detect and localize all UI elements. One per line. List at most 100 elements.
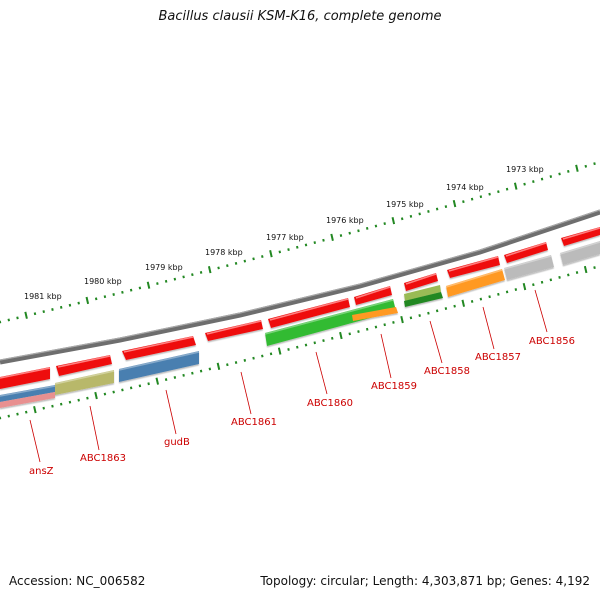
kbp-label: 1976 kbp [326,216,364,225]
minor-tick [243,259,247,263]
gene-arrow [268,298,350,328]
kbp-label: 1978 kbp [205,248,243,257]
feature-block [0,385,55,402]
major-tick [583,265,588,274]
feature-block [352,307,398,321]
minor-tick [330,336,334,340]
minor-tick [234,261,238,265]
minor-tick [7,414,11,418]
minor-tick [103,392,107,396]
minor-tick [68,303,72,307]
minor-tick [59,305,63,309]
minor-tick [59,402,63,406]
minor-tick [296,245,299,249]
minor-tick [33,312,37,316]
minor-tick [497,190,500,194]
minor-tick [427,311,430,315]
major-tick [522,282,527,291]
minor-tick [540,280,544,284]
minor-tick [0,416,2,420]
inner-tick-ring [0,265,596,420]
minor-tick [348,231,351,235]
minor-tick [147,382,150,386]
minor-tick [374,224,378,228]
minor-tick [217,266,220,270]
feature-block [55,370,114,395]
major-tick [33,406,37,414]
minor-tick [77,398,80,402]
gene-label-abc1863: ABC1863 [80,453,126,464]
minor-tick [532,180,535,184]
minor-tick [7,318,11,322]
minor-tick [261,255,264,258]
major-tick [575,164,579,172]
minor-tick [68,400,72,404]
minor-tick [488,295,491,299]
major-tick [85,296,90,305]
minor-tick [488,192,491,196]
minor-tick [523,182,526,186]
minor-tick [296,345,299,349]
minor-tick [287,248,290,252]
minor-tick [532,283,535,287]
major-tick [277,347,282,355]
minor-tick [505,187,509,191]
minor-tick [584,164,588,168]
minor-tick [0,320,2,324]
feature-track-shine [0,241,600,397]
gene-label-abc1856: ABC1856 [529,336,575,347]
minor-tick [191,371,194,375]
kbp-label: 1975 kbp [386,200,424,209]
minor-tick [94,297,98,301]
minor-tick [514,288,518,291]
minor-tick [435,309,439,313]
minor-tick [409,214,413,218]
major-tick [452,199,457,208]
minor-tick [365,226,369,230]
minor-tick [252,257,255,261]
minor-tick [252,356,255,360]
minor-tick [339,234,343,237]
kbp-labels: 1981 kbp 1980 kbp 1979 kbp 1978 kbp 1977… [24,165,544,301]
minor-tick [42,406,45,410]
minor-tick [497,292,500,296]
minor-tick [470,197,474,201]
gene-label-gudB: gudB [164,437,190,448]
minor-tick [278,250,282,254]
genome-summary: Topology: circular; Length: 4,303,871 bp… [260,574,590,588]
minor-tick [42,310,45,314]
minor-tick [304,343,308,347]
minor-tick [313,241,317,245]
forward-cds-shine [0,227,600,379]
gene-arrow [56,355,112,376]
minor-tick [479,195,483,199]
feature-block [404,292,443,307]
minor-tick [418,212,421,216]
feature-block [504,255,554,280]
gene-labels: ansZ ABC1863 gudB ABC1861 ABC1860 ABC185… [29,336,575,477]
gene-label-abc1861: ABC1861 [231,417,277,428]
minor-tick [567,169,570,173]
minor-tick [24,410,28,414]
minor-tick [435,207,439,211]
minor-tick [575,271,579,274]
minor-tick [462,200,465,204]
minor-tick [444,205,448,209]
gene-arrow [561,227,600,246]
minor-tick [558,172,561,176]
minor-tick [112,390,115,394]
gene-arrow [0,367,50,389]
minor-tick [313,341,317,345]
minor-tick [173,277,177,281]
minor-tick [129,386,133,390]
major-tick [461,299,466,307]
kbp-label: 1979 kbp [145,263,183,272]
major-tick [513,182,518,190]
minor-tick [199,369,203,373]
feature-block [265,299,396,346]
major-tick [207,266,212,274]
minor-tick [444,307,448,310]
minor-tick [567,273,570,277]
minor-tick [121,388,124,392]
